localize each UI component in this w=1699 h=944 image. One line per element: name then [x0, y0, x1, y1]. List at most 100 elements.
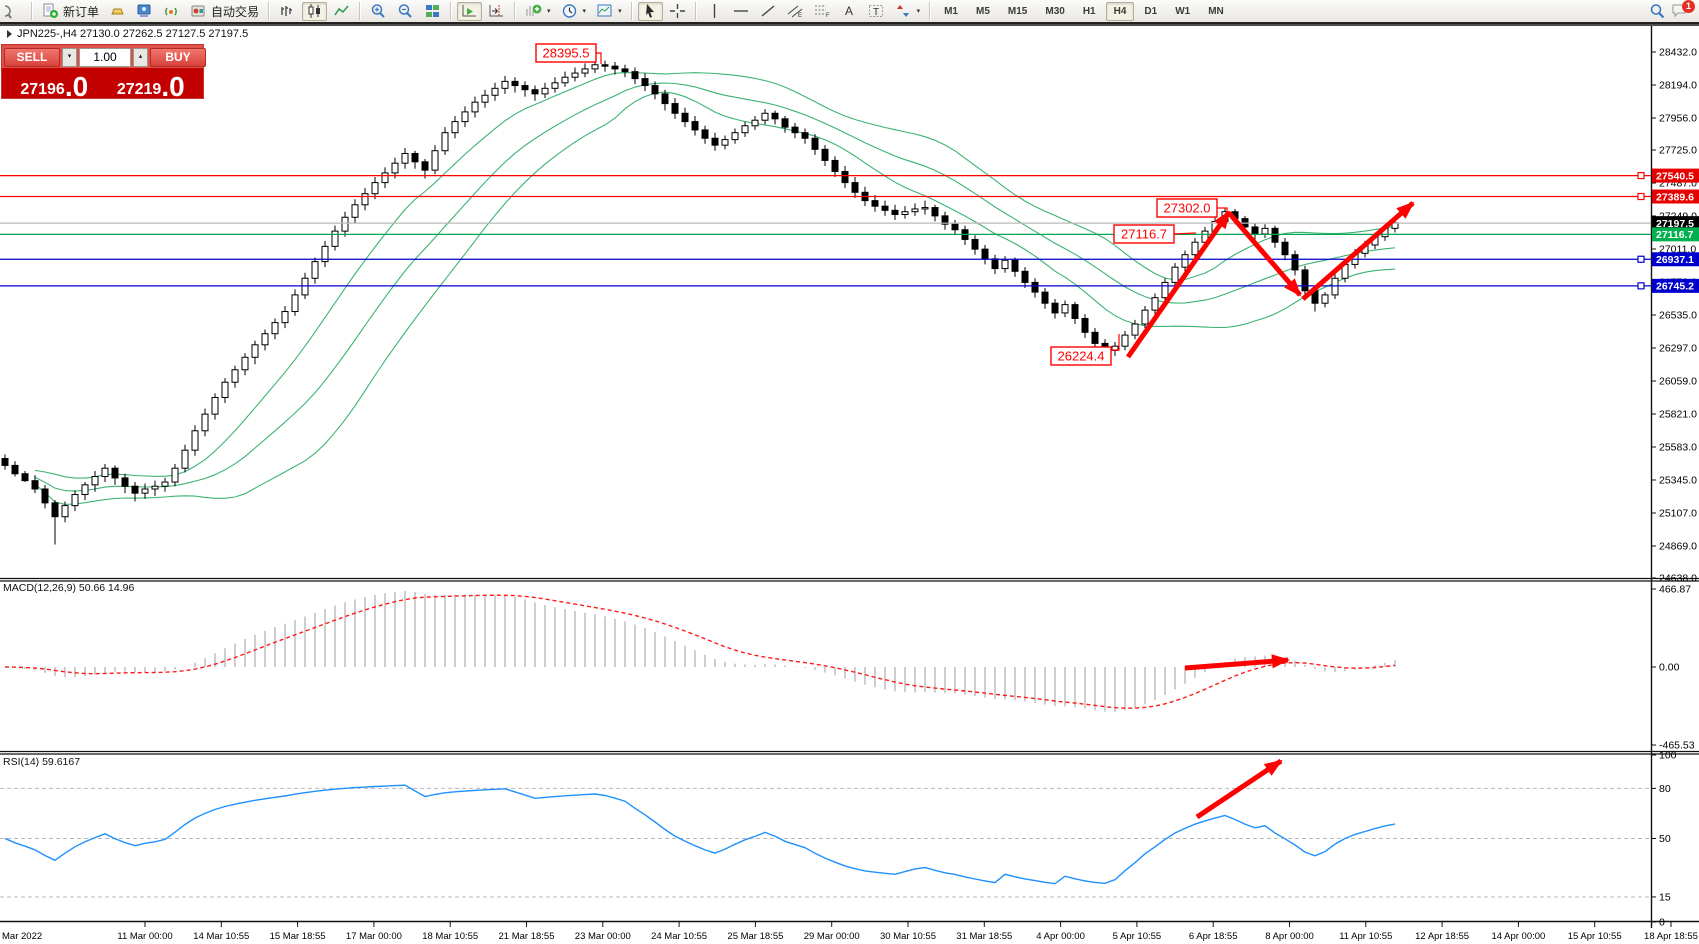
- price-label-box: [1652, 216, 1699, 231]
- toolbar-separator: [630, 2, 633, 20]
- toolbar-separator: [359, 2, 362, 20]
- periods-button[interactable]: ▾: [557, 2, 591, 21]
- channel-button[interactable]: E: [783, 2, 808, 21]
- svg-text:A: A: [845, 4, 853, 18]
- autotrade-button[interactable]: 自动交易: [186, 2, 263, 21]
- vertical-line-button[interactable]: [702, 2, 727, 21]
- main-toolbar: 新订单 自动交易 ▾ ▾ ▾ E F A T ▾ M1 M5 M15 M30 H1 H4 D1 W1 MN 1: [0, 0, 1699, 24]
- line-chart-button[interactable]: [329, 2, 354, 21]
- time-axis-label: 15 Mar 18:55: [270, 931, 326, 942]
- time-axis-label: 6 Apr 18:55: [1189, 931, 1238, 942]
- fibonacci-button[interactable]: F: [810, 2, 835, 21]
- shapes-button[interactable]: ▾: [891, 2, 925, 21]
- indicators-button[interactable]: ▾: [521, 2, 555, 21]
- zoom-in-button[interactable]: [366, 2, 391, 21]
- rsi-indicator-label: RSI(14) 59.6167: [3, 756, 81, 768]
- tile-windows-button[interactable]: [420, 2, 445, 21]
- price-tag-26224.4[interactable]: 26224.4: [1058, 349, 1105, 364]
- crosshair-icon: [669, 3, 686, 19]
- auto-scroll-button[interactable]: [457, 1, 483, 21]
- bar-chart-button[interactable]: [275, 2, 300, 21]
- trendline-button[interactable]: [756, 2, 781, 21]
- periods-icon: [561, 3, 578, 19]
- text-label-button[interactable]: T: [864, 2, 889, 21]
- price-tag-box: [1050, 346, 1112, 366]
- macd-axis-label: 466.87: [1659, 584, 1691, 596]
- trend-arrow: [1227, 211, 1302, 297]
- templates-button[interactable]: ▾: [592, 2, 626, 21]
- volume-increase-button[interactable]: ▴: [133, 47, 148, 67]
- crosshair-button[interactable]: [665, 2, 690, 21]
- sell-button[interactable]: SELL: [4, 47, 60, 67]
- chart-shift-button[interactable]: [484, 2, 509, 21]
- volume-decrease-button[interactable]: ▾: [62, 47, 77, 67]
- timeframe-mn-button[interactable]: MN: [1208, 5, 1224, 17]
- time-axis-label: 24 Mar 10:55: [651, 931, 707, 942]
- timeframe-m30-button[interactable]: M30: [1045, 5, 1065, 17]
- fibonacci-icon: F: [814, 3, 831, 19]
- text-button[interactable]: A: [837, 2, 862, 21]
- trend-arrow: [1301, 201, 1415, 301]
- timeframe-d1-button[interactable]: D1: [1144, 5, 1158, 17]
- chevron-down-icon[interactable]: ▾: [582, 8, 587, 15]
- accounts-button[interactable]: [132, 2, 157, 21]
- one-click-trading-panel[interactable]: SELL ▾ ▴ BUY 27196.0 27219.0: [1, 44, 206, 101]
- search-button[interactable]: [1645, 2, 1670, 21]
- zoom-out-button[interactable]: [393, 2, 418, 21]
- gold-button[interactable]: [105, 2, 130, 21]
- horizontal-line-objects[interactable]: [0, 171, 1651, 290]
- timeframe-m1-button[interactable]: M1: [944, 5, 958, 17]
- chevron-down-icon[interactable]: ▾: [916, 8, 921, 15]
- time-axis-label: 18 Apr 18:55: [1644, 931, 1698, 942]
- price-tag-27302.0[interactable]: 27302.0: [1164, 201, 1211, 216]
- trend-arrow: [1195, 758, 1283, 820]
- rsi-line: [4, 784, 1396, 885]
- price-label-box: [1652, 189, 1699, 204]
- annotation-price-tags[interactable]: 28395.5 27302.0 27116.7 26224.4: [535, 43, 1228, 366]
- trendline-icon: [760, 3, 777, 19]
- candlestick-chart-button[interactable]: [302, 1, 328, 21]
- price-label-27540.5: 27540.5: [1656, 170, 1694, 182]
- volume-input[interactable]: [79, 47, 131, 67]
- rsi-axis-label: 0: [1659, 917, 1665, 929]
- timeframe-h1-button[interactable]: H1: [1082, 5, 1096, 17]
- price-tick-label: 27725.0: [1659, 145, 1697, 157]
- price-tag-box: [1156, 198, 1218, 218]
- horizontal-line-button[interactable]: [729, 2, 754, 21]
- hline-handle: [1637, 171, 1645, 180]
- cursor-icon: [642, 3, 659, 19]
- price-tag-28395.5[interactable]: 28395.5: [543, 46, 590, 61]
- buy-button[interactable]: BUY: [150, 47, 206, 67]
- new-order-button[interactable]: 新订单: [38, 2, 103, 21]
- rsi-axis-label: 100: [1659, 750, 1677, 762]
- price-tag-27116.7[interactable]: 27116.7: [1121, 227, 1167, 242]
- notifications-button[interactable]: 1: [1671, 0, 1695, 20]
- vertical-line-icon: [706, 3, 723, 19]
- timeframe-m15-button[interactable]: M15: [1007, 5, 1028, 17]
- price-tick-label: 25583.0: [1659, 442, 1697, 454]
- macd-axis-label: 0.00: [1659, 662, 1680, 674]
- autotrade-icon: [190, 3, 207, 19]
- price-tick-label: 27956.0: [1659, 113, 1697, 125]
- price-label-box: [1652, 278, 1699, 293]
- cursor-button[interactable]: [637, 1, 663, 21]
- auto-scroll-icon: [461, 3, 478, 19]
- macd-indicator-label: MACD(12,26,9) 50.66 14.96: [3, 582, 135, 594]
- signal-button[interactable]: [159, 2, 184, 21]
- time-scale[interactable]: Mar 2022 11 Mar 00:00 14 Mar 10:55 15 Mar 1…: [2, 922, 1698, 942]
- accounts-icon: [136, 3, 153, 19]
- chevron-down-icon[interactable]: ▾: [618, 8, 622, 15]
- trend-arrow-drawings[interactable]: [1125, 201, 1415, 820]
- timeframe-w1-button[interactable]: W1: [1175, 5, 1191, 17]
- price-scale[interactable]: 28432.028194.027956.027725.027487.027249…: [1651, 47, 1699, 929]
- price-tick-label: 25107.0: [1659, 508, 1697, 520]
- timeframe-m5-button[interactable]: M5: [976, 5, 990, 17]
- timeframe-h4-button[interactable]: H4: [1105, 1, 1135, 21]
- autotrade-label: 自动交易: [211, 4, 260, 19]
- chevron-down-icon[interactable]: ▾: [547, 8, 551, 15]
- price-tick-label: 24869.0: [1659, 541, 1697, 553]
- gold-icon: [109, 3, 126, 19]
- clipped-button[interactable]: [0, 2, 26, 21]
- macd-axis-label: -465.53: [1659, 740, 1695, 752]
